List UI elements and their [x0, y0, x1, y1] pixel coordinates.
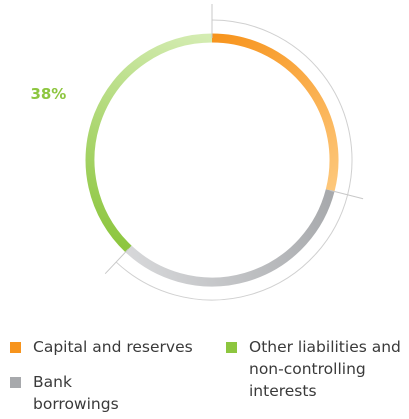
bracket-arc-bank-borrowings — [115, 194, 349, 301]
legend-label-capital: Capital and reserves — [33, 338, 193, 356]
slice-bank-borrowings — [125, 189, 335, 287]
legend-label-other: Other liabilities and non-controlling in… — [249, 338, 401, 400]
boundary-tick-2 — [104, 248, 129, 275]
boundary-tick-1 — [330, 189, 364, 200]
slice-other-liabilities-and-non-controlling-interests — [85, 33, 213, 253]
legend-item-bank-borrowings: Bank borrowings — [10, 371, 120, 415]
labels-group: 29%33%38% — [30, 85, 66, 103]
legend-label-bank: Bank borrowings — [33, 373, 119, 413]
legend-item-other-liabilities: Other liabilities and non-controlling in… — [226, 336, 408, 402]
ring-group — [85, 33, 339, 287]
legend-swatch-bank — [10, 377, 21, 388]
legend-swatch-other — [226, 342, 237, 353]
slice-capital-and-reserves — [211, 33, 339, 192]
value-label-other-liabilities-and-non-controlling-interests: 38% — [30, 85, 66, 103]
ticks-group — [104, 4, 364, 301]
bracket-arc-capital-and-reserves — [211, 19, 353, 195]
legend-swatch-capital — [10, 342, 21, 353]
legend-item-capital-and-reserves: Capital and reserves — [10, 336, 210, 358]
donut-chart: 29%33%38% — [30, 4, 364, 301]
